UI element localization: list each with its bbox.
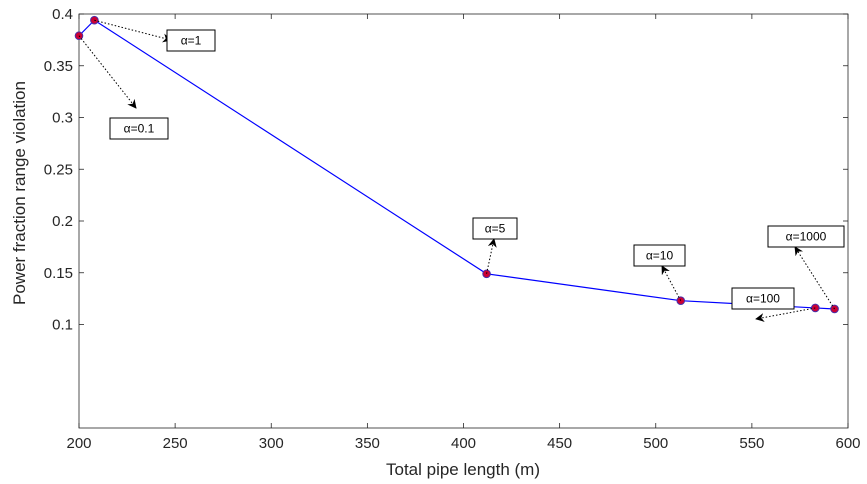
annotation-arrow [78,35,137,109]
annotation-arrow [755,307,816,322]
x-tick-label: 450 [547,435,572,452]
annotation-label: α=1000 [786,230,827,244]
y-tick-label: 0.4 [52,6,73,23]
x-tick-label: 200 [66,435,91,452]
annotation-arrow [661,265,682,301]
annotation-box [633,244,686,267]
x-tick-label: 250 [163,435,188,452]
annotation-box [166,29,216,52]
annotation-arrow [486,238,497,274]
y-tick-label: 0.25 [44,161,73,178]
x-axis-label: Total pipe length (m) [386,460,540,479]
annotation-label: α=10 [646,249,674,263]
x-tick-label: 500 [643,435,668,452]
y-tick-label: 0.15 [44,265,73,282]
annotation-box [109,117,169,140]
y-tick-label: 0.1 [52,317,73,334]
data-point [90,15,99,25]
annotation-label: α=0.1 [124,122,155,136]
x-tick-label: 350 [355,435,380,452]
annotation-label: α=1 [181,34,202,48]
x-axis-ticks: 200 250 300 350 400 450 500 550 600 [66,14,861,452]
annotations: α=1 α=0.1 α=5 α=10 α=100 α=1000 [78,19,845,322]
x-tick-label: 400 [451,435,476,452]
y-axis-ticks: 0.1 0.15 0.2 0.25 0.3 0.35 0.4 [44,6,848,334]
series-line [78,19,835,310]
x-tick-label: 600 [835,435,860,452]
x-tick-label: 300 [259,435,284,452]
x-tick-label: 550 [739,435,764,452]
annotation-arrow [794,246,835,310]
data-point [830,304,839,314]
annotation-arrow [94,19,172,43]
annotation-box [472,217,518,240]
annotation-box [767,225,845,248]
annotation-label: α=5 [485,222,506,236]
plot-area [74,13,849,429]
axes-box [78,13,849,429]
data-point [482,269,491,279]
annotation-box [731,287,795,310]
y-tick-label: 0.2 [52,213,73,230]
y-axis-label: Power fraction range violation [10,81,29,305]
annotation-label: α=100 [746,292,780,306]
y-tick-label: 0.3 [52,110,73,127]
y-tick-label: 0.35 [44,58,73,75]
